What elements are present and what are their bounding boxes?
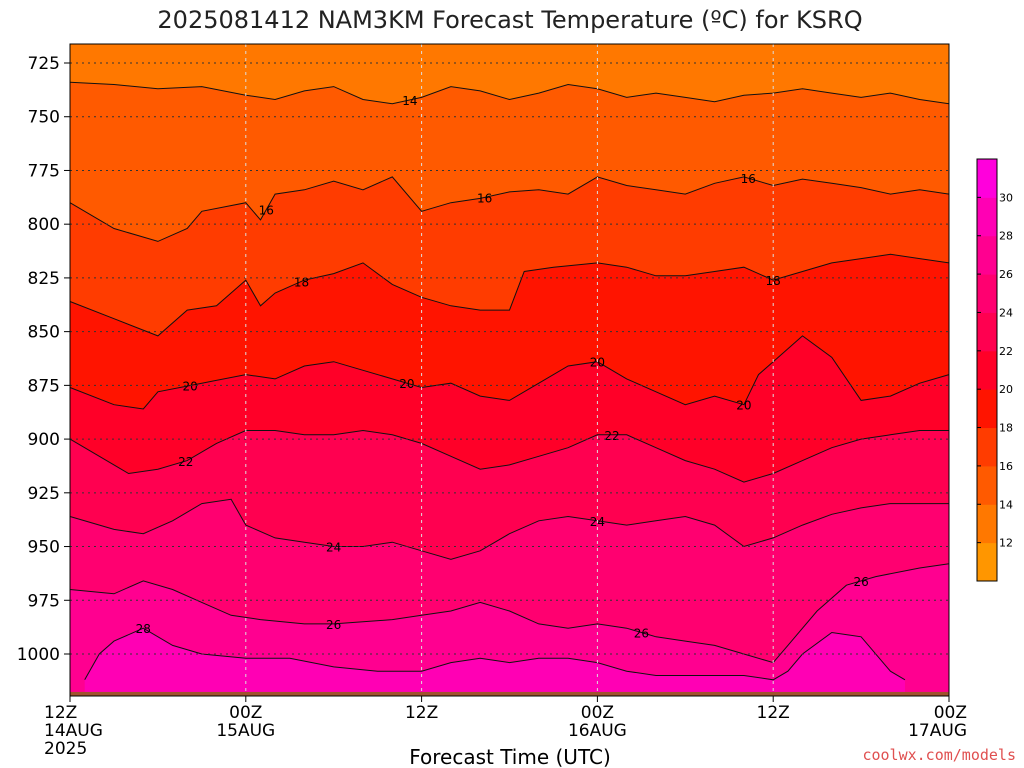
grid-lines: [69, 44, 950, 696]
colorbar-label-20: 20: [999, 383, 1013, 396]
isotherm-label-16: 16: [741, 172, 756, 186]
colorbar-label-16: 16: [999, 460, 1013, 473]
isotherm-24: [69, 498, 949, 560]
colorbar: 12 14 16 18 20 22 24 26 28 30: [976, 158, 1013, 582]
isotherm-label-20: 20: [182, 380, 197, 394]
colorbar-label-30: 30: [999, 191, 1013, 204]
y-tick-label-750: 750: [28, 108, 60, 128]
isotherm-label-16: 16: [259, 204, 274, 218]
y-tick-label-925: 925: [28, 484, 60, 504]
isotherm-label-20: 20: [590, 356, 605, 370]
y-tick-label-825: 825: [28, 269, 60, 289]
isotherm-label-20: 20: [399, 377, 414, 391]
isotherm-label-24: 24: [326, 541, 341, 555]
colorbar-label-28: 28: [999, 230, 1013, 243]
colorbar-label-18: 18: [999, 422, 1013, 435]
x-tick-label-12-2: 15AUG: [216, 721, 275, 741]
y-tick-label-875: 875: [28, 376, 60, 396]
isotherm-28: [84, 627, 906, 681]
colorbar-label-22: 22: [999, 345, 1013, 358]
isotherm-label-14: 14: [402, 94, 417, 108]
colorbar-swatch-16: [977, 427, 997, 467]
x-axis-label: Forecast Time (UTC): [409, 745, 611, 768]
colorbar-label-26: 26: [999, 268, 1013, 281]
chart-title: 2025081412 NAM3KM Forecast Temperature (…: [157, 6, 862, 34]
x-tick-label-24-1: 12Z: [405, 703, 438, 723]
plot-frame: [69, 43, 950, 697]
y-tick-label-800: 800: [28, 215, 60, 235]
x-tick-label-60-2: 17AUG: [908, 721, 967, 741]
colorbar-swatch-28: [977, 197, 997, 237]
y-tick-label-975: 975: [28, 591, 60, 611]
colorbar-swatch-30: [977, 159, 997, 198]
isotherm-label-28: 28: [136, 622, 151, 636]
isotherm-label-26: 26: [853, 575, 868, 589]
colorbar-swatch-24: [977, 274, 997, 313]
colorbar-label-12: 12: [999, 537, 1013, 550]
isotherm-14: [69, 81, 950, 105]
x-tick-label-0-2: 14AUG: [44, 721, 103, 741]
x-tick-label-36-1: 00Z: [581, 703, 614, 723]
isotherm-label-26: 26: [326, 618, 341, 632]
y-tick-label-950: 950: [28, 538, 60, 558]
y-axis: 725 750 775 800 825 850 875 900 925 950 975 1000: [17, 54, 70, 665]
colorbar-swatch-12: [977, 504, 997, 544]
y-tick-label-850: 850: [28, 323, 60, 343]
x-tick-label-48-1: 12Z: [757, 703, 790, 723]
colorbar-swatch-10: [977, 542, 997, 582]
colorbar-swatch-26: [977, 235, 997, 275]
x-tick-label-60-1: 00Z: [934, 703, 967, 723]
colorbar-swatch-18: [977, 389, 997, 429]
isotherm-label-20: 20: [736, 399, 751, 413]
isotherm-label-18: 18: [294, 275, 309, 289]
colorbar-label-24: 24: [999, 306, 1013, 319]
isotherm-label-22: 22: [604, 429, 619, 443]
isotherm-label-22: 22: [178, 455, 193, 469]
x-tick-label-36-2: 16AUG: [568, 721, 627, 741]
x-tick-label-0-3: 2025: [44, 739, 87, 759]
y-tick-label-725: 725: [28, 54, 60, 74]
isotherm-26: [69, 563, 950, 664]
colorbar-frame: [976, 158, 998, 582]
y-tick-label-1000: 1000: [17, 645, 60, 665]
colorbar-label-14: 14: [999, 498, 1013, 511]
isotherm-16: [69, 176, 950, 242]
ground-bar: [70, 691, 949, 696]
colorbar-swatch-22: [977, 312, 997, 352]
x-tick-label-0-1: 12Z: [44, 703, 77, 723]
isotherm-22: [69, 429, 949, 483]
temperature-bands: [70, 44, 949, 697]
isotherm-label-18: 18: [766, 274, 781, 288]
source-credit: coolwx.com/models: [862, 746, 1016, 764]
x-tick-label-12-1: 00Z: [229, 703, 262, 723]
y-tick-label-775: 775: [28, 161, 60, 181]
colorbar-swatch-20: [977, 350, 997, 390]
isotherm-18: [69, 253, 950, 337]
isotherm-label-16: 16: [477, 191, 492, 205]
temperature-band-28: [84, 628, 905, 696]
isotherm-label-26: 26: [634, 627, 649, 641]
colorbar-swatch-14: [977, 465, 997, 505]
ground-layer: [70, 691, 949, 696]
y-tick-label-900: 900: [28, 430, 60, 450]
